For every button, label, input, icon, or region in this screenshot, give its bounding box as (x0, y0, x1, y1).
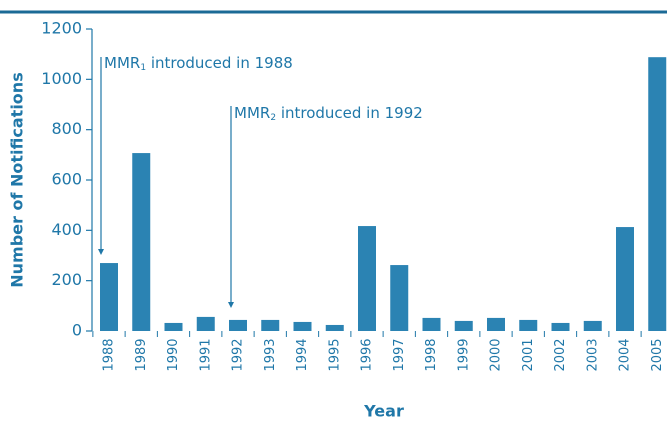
bar (358, 226, 376, 331)
x-tick-label: 2005 (650, 338, 665, 371)
bar (100, 263, 118, 331)
annotation-part: 1 (140, 63, 146, 73)
bar (616, 227, 634, 331)
y-tick-label: 600 (51, 170, 82, 189)
x-tick-label: 1992 (231, 338, 246, 371)
x-tick-label: 1991 (198, 338, 213, 371)
x-tick-label: 1993 (263, 338, 278, 371)
bar (164, 322, 183, 331)
bar (390, 265, 409, 331)
x-tick-label: 1994 (295, 338, 310, 371)
y-tick-label: 1000 (41, 69, 82, 88)
bar (551, 322, 570, 331)
annotation-part: introduced in 1992 (276, 104, 423, 122)
x-tick-label: 2000 (489, 338, 504, 371)
y-tick-label: 200 (51, 270, 82, 289)
bar (487, 317, 505, 331)
x-tick-label: 2004 (618, 338, 633, 371)
x-tick-label: 1990 (166, 338, 181, 371)
x-tick-label: 1999 (456, 338, 471, 371)
annotation: MMR2 introduced in 1992 (234, 104, 423, 123)
bar (648, 57, 667, 331)
annotation-part: MMR (104, 54, 140, 72)
y-tick-label: 1200 (41, 19, 82, 38)
bar (583, 320, 602, 331)
x-tick-label: 2002 (553, 338, 568, 371)
annotation-part: 2 (270, 113, 276, 123)
bar (325, 324, 344, 331)
y-tick-label: 800 (51, 119, 82, 138)
bar (261, 319, 280, 331)
x-axis-label: Year (363, 402, 404, 421)
bar (132, 153, 151, 331)
annotation: MMR1 introduced in 1988 (104, 54, 293, 73)
x-tick-label: 2001 (521, 338, 536, 371)
bar (519, 319, 538, 331)
arrow-head (228, 302, 234, 308)
bar (229, 319, 247, 331)
bar (454, 320, 473, 331)
y-axis-label: Number of Notifications (8, 72, 27, 287)
x-tick-label: 1996 (360, 338, 375, 371)
x-tick-label: 2003 (585, 338, 600, 371)
x-tick-label: 1988 (102, 338, 117, 371)
bar (422, 317, 441, 331)
annotation-part: MMR (234, 104, 270, 122)
x-tick-label: 1989 (134, 338, 149, 371)
x-tick-label: 1997 (392, 338, 407, 371)
y-tick-label: 400 (51, 220, 82, 239)
x-tick-label: 1998 (424, 338, 439, 371)
annotation-part: introduced in 1988 (146, 54, 293, 72)
bar (196, 316, 215, 331)
y-tick-label: 0 (72, 321, 82, 340)
x-tick-label: 1995 (327, 338, 342, 371)
bar (293, 321, 312, 331)
arrow-head (98, 249, 104, 255)
